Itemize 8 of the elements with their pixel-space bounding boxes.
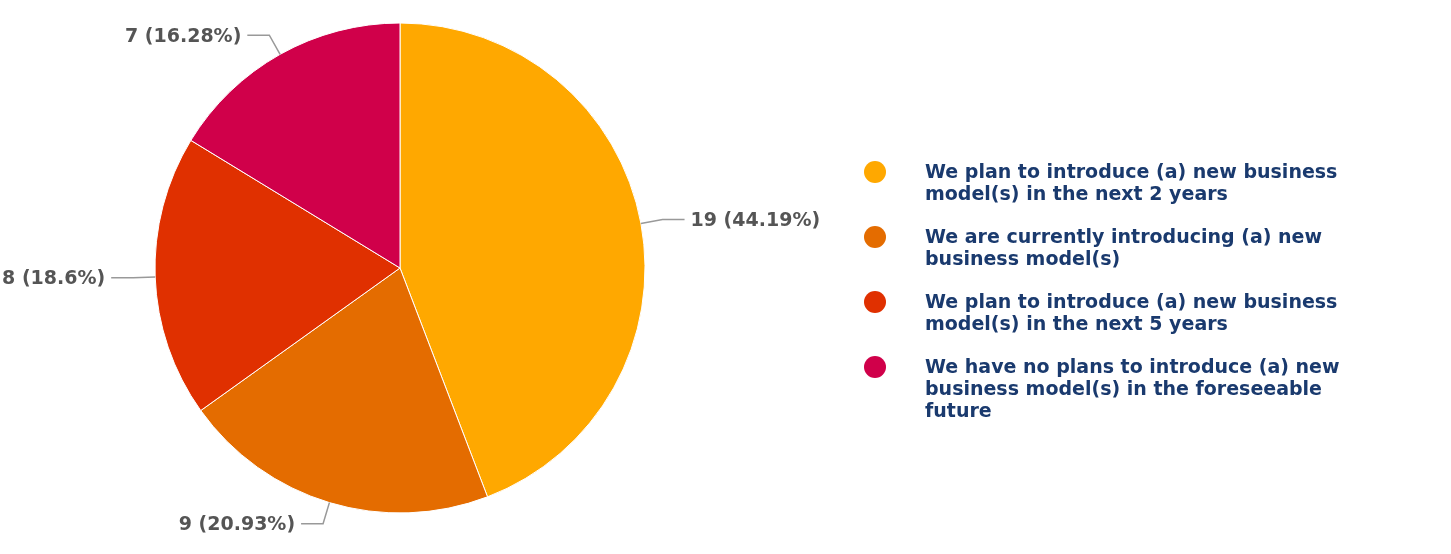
data-label: 9 (20.93%): [178, 512, 296, 535]
data-label: 8 (18.6%): [2, 266, 106, 289]
legend-label: We plan to introduce (a) new business model(s) in the next 5 years: [925, 290, 1338, 334]
legend-label: We plan to introduce (a) new business model(s) in the next 2 years: [925, 160, 1338, 204]
legend-label: We have no plans to introduce (a) new business model(s) in the foreseeable future: [925, 355, 1340, 421]
data-label: 19 (44.19%): [690, 208, 821, 231]
data-label: 7 (16.28%): [124, 23, 242, 46]
legend-label: We are currently introducing (a) new business model(s): [925, 225, 1322, 269]
